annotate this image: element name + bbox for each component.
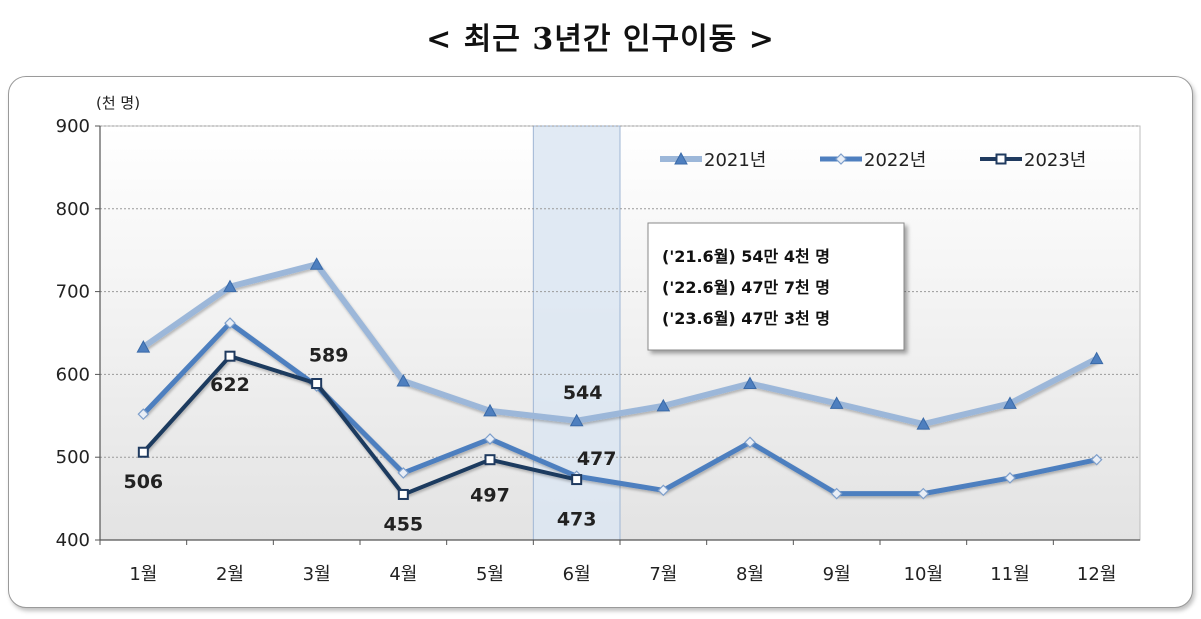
annotation-line: ('23.6월) 47만 3천 명 [662, 309, 830, 328]
data-point-2021 [743, 376, 757, 390]
y-unit-label: (천 명) [96, 94, 140, 112]
data-point-2023 [311, 378, 323, 390]
legend-swatch-marker [995, 153, 1007, 165]
chart-title: < 최근 3년간 인구이동 > [426, 22, 775, 57]
data-point-2022 [1004, 472, 1016, 484]
data-label: 589 [309, 345, 349, 367]
data-point-2021 [223, 279, 237, 293]
data-point-2021 [656, 398, 671, 412]
x-tick-label: 7월 [649, 564, 677, 585]
data-point-2021 [483, 403, 497, 417]
x-tick-label: 8월 [736, 564, 764, 585]
data-point-2022 [657, 484, 670, 497]
series-line-2021 [141, 261, 1099, 428]
data-point-2022 [744, 436, 756, 449]
y-tick-label: 800 [56, 199, 90, 220]
data-point-2021 [309, 257, 324, 270]
data-point-2021 [829, 396, 844, 409]
y-tick-label: 600 [56, 364, 90, 385]
data-point-2023 [571, 474, 583, 486]
data-label: 544 [563, 382, 603, 404]
annotation-box [647, 222, 905, 351]
x-tick-label: 12월 [1077, 564, 1116, 585]
x-tick-label: 2월 [216, 564, 244, 585]
data-point-2021 [396, 373, 411, 387]
series-line-2023 [141, 354, 578, 497]
data-label: 455 [383, 513, 423, 535]
y-tick-label: 900 [56, 116, 90, 137]
legend-label: 2023년 [1024, 150, 1086, 171]
data-point-2023 [137, 446, 149, 458]
x-tick-label: 1월 [129, 564, 157, 585]
legend-swatch-marker [835, 153, 847, 165]
data-point-2021 [916, 417, 931, 430]
data-point-2021 [1003, 396, 1017, 409]
x-tick-label: 5월 [476, 564, 504, 585]
data-label: 497 [470, 485, 510, 507]
y-tick-label: 400 [56, 530, 90, 551]
data-point-2022 [137, 408, 150, 420]
data-label: 473 [557, 509, 597, 531]
data-label: 477 [577, 448, 617, 470]
legend-label: 2022년 [864, 150, 926, 171]
annotation-line: ('22.6월) 47만 7천 명 [662, 278, 830, 297]
data-point-2023 [224, 350, 236, 362]
data-point-2022 [224, 317, 236, 329]
data-point-2022 [397, 467, 410, 479]
data-point-2023 [484, 454, 496, 466]
data-point-2022 [484, 433, 496, 445]
x-tick-label: 9월 [823, 564, 851, 585]
x-tick-label: 3월 [303, 564, 331, 585]
data-point-2022 [917, 487, 930, 500]
data-point-2021 [1089, 351, 1104, 365]
data-point-2022 [1090, 453, 1103, 466]
series-line-2022 [141, 320, 1098, 497]
x-tick-label: 4월 [389, 564, 417, 585]
y-tick-label: 700 [56, 282, 90, 303]
data-point-2021 [136, 340, 151, 353]
x-tick-label: 10월 [904, 564, 943, 585]
data-point-2022 [830, 487, 843, 500]
data-label: 622 [210, 374, 250, 396]
annotation-line: ('21.6월) 54만 4천 명 [662, 247, 830, 266]
legend-swatch-marker [674, 151, 688, 165]
x-tick-label: 6월 [563, 564, 591, 585]
y-tick-label: 500 [56, 447, 90, 468]
x-tick-label: 11월 [990, 564, 1029, 585]
data-label: 506 [123, 471, 163, 493]
legend-label: 2021년 [704, 150, 766, 171]
data-point-2021 [569, 413, 584, 427]
data-point-2023 [397, 488, 409, 500]
